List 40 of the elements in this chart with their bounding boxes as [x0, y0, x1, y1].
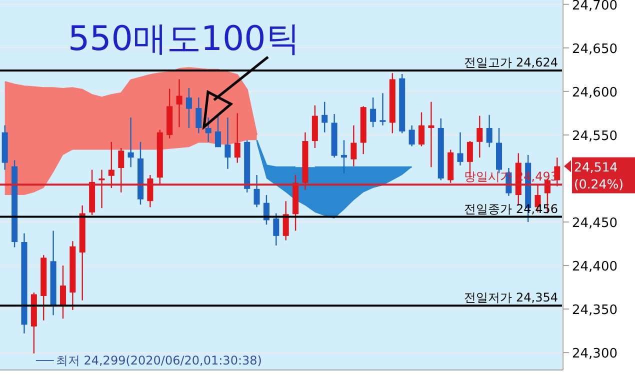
candlestick	[224, 116, 231, 170]
candlestick	[176, 78, 182, 128]
y-tick-label: 24,700	[572, 0, 618, 14]
y-tick-label: 24,650	[572, 42, 618, 57]
candlestick	[486, 114, 492, 148]
candlestick	[108, 141, 114, 189]
candlestick	[147, 174, 154, 208]
candlestick	[418, 112, 425, 147]
candlestick	[186, 87, 192, 129]
text: 24,514	[574, 159, 618, 174]
text: (0.24%)	[574, 176, 624, 192]
y-tick-label: 24,300	[572, 346, 618, 362]
candlestick	[322, 101, 328, 133]
ref-line-label: 전일고가 24,624	[464, 56, 558, 70]
text: 550매도100틱	[68, 19, 300, 59]
y-tick-label: 24,450	[572, 216, 618, 231]
candlestick	[196, 96, 202, 134]
y-tick-label: 24,600	[572, 85, 618, 100]
candlestick	[428, 101, 434, 168]
candlestick	[370, 96, 376, 128]
candlestick	[273, 212, 280, 246]
candlestick	[350, 124, 357, 167]
candlestick	[205, 116, 212, 143]
candlestick	[254, 174, 260, 208]
y-tick-label: 24,550	[572, 128, 618, 144]
y-tick-label: 24,400	[572, 260, 618, 275]
y-tick-label: 24,350	[572, 303, 618, 318]
candlestick	[282, 200, 289, 241]
candlestick	[118, 147, 124, 193]
candlestick	[408, 124, 415, 147]
candlestick	[380, 92, 386, 126]
ref-line-label: 전일저가 24,354	[464, 290, 558, 305]
candlestick	[340, 140, 347, 174]
candlestick	[60, 264, 66, 320]
candlestick	[215, 114, 222, 148]
candlestick	[476, 115, 483, 158]
candlestick	[128, 116, 134, 168]
candlestick	[457, 132, 464, 166]
candlestick	[234, 112, 240, 164]
annotation: 최저 24,299(2020/06/20,01:30:38)	[56, 353, 262, 368]
